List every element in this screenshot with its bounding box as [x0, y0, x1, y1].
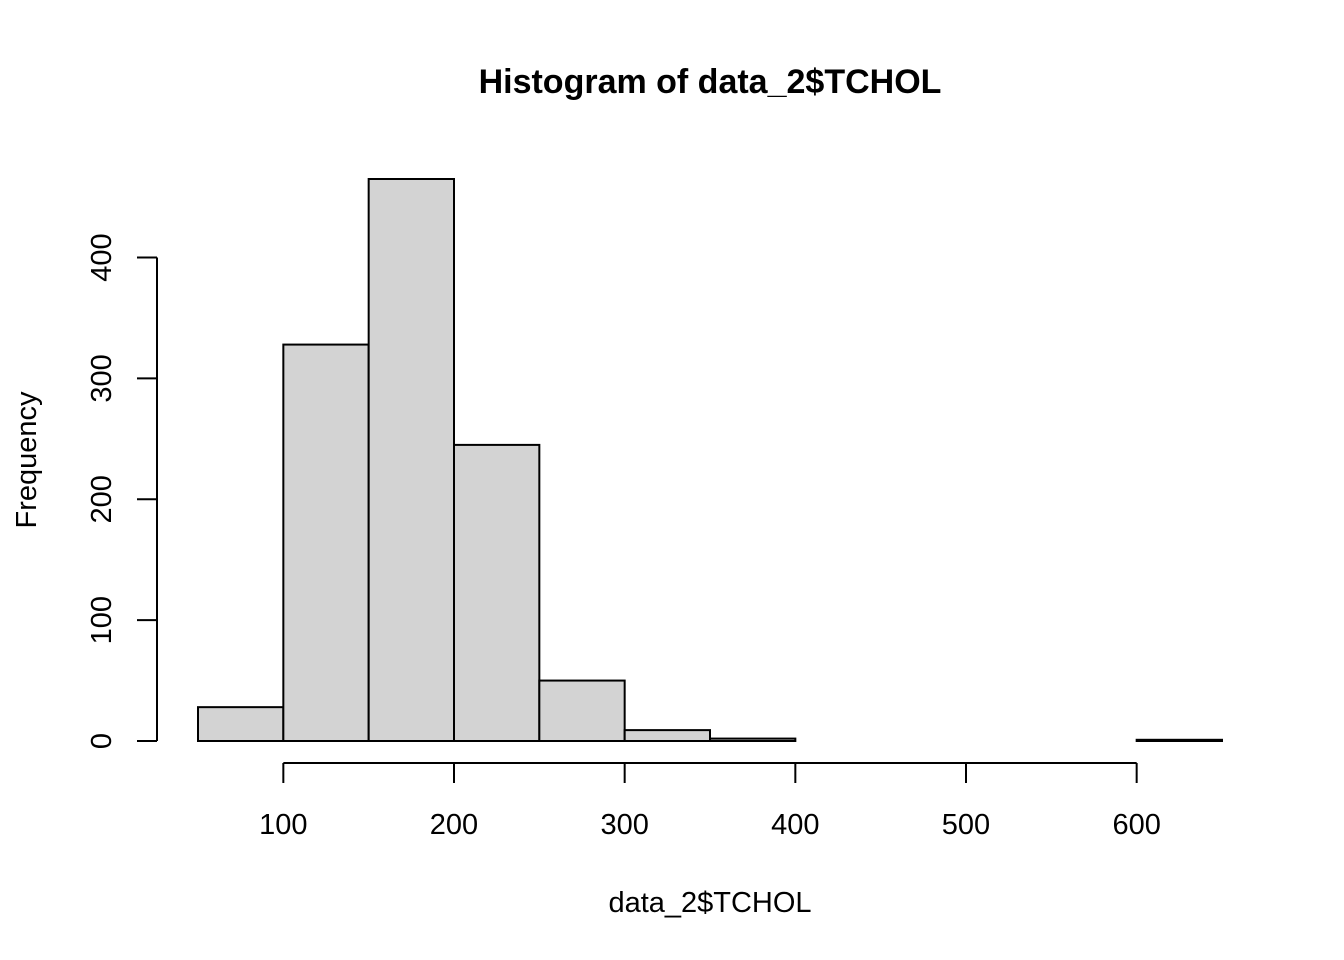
histogram-bar-50-100	[197, 706, 285, 742]
y-tick-label: 400	[86, 233, 118, 281]
histogram-bar-600-650	[1135, 738, 1223, 742]
histogram-bar-300-350	[623, 729, 712, 742]
chart-title: Histogram of data_2$TCHOL	[479, 63, 942, 101]
x-axis: 100 200 300 400 500 600	[259, 762, 1161, 841]
y-tick-label: 0	[86, 733, 118, 749]
y-tick-label: 100	[86, 596, 118, 644]
histogram-bar-200-250	[453, 443, 541, 742]
x-tick-label: 300	[600, 809, 648, 841]
x-tick-label: 100	[259, 809, 307, 841]
x-tick-label: 500	[942, 809, 990, 841]
histogram-bar-250-300	[538, 679, 626, 742]
x-tick-label: 600	[1112, 809, 1160, 841]
x-tick-label: 400	[771, 809, 819, 841]
x-tick-label: 200	[430, 809, 478, 841]
histogram-bar-100-150	[282, 343, 370, 742]
histogram-bar-350-400	[709, 737, 797, 743]
y-tick-label: 300	[86, 354, 118, 402]
x-axis-label: data_2$TCHOL	[608, 887, 811, 919]
y-tick-label: 200	[86, 475, 118, 523]
histogram-bar-150-200	[367, 178, 455, 742]
bars-group	[197, 178, 1223, 743]
y-axis: 0 100 200 300 400	[86, 233, 158, 749]
y-axis-label: Frequency	[11, 391, 43, 529]
